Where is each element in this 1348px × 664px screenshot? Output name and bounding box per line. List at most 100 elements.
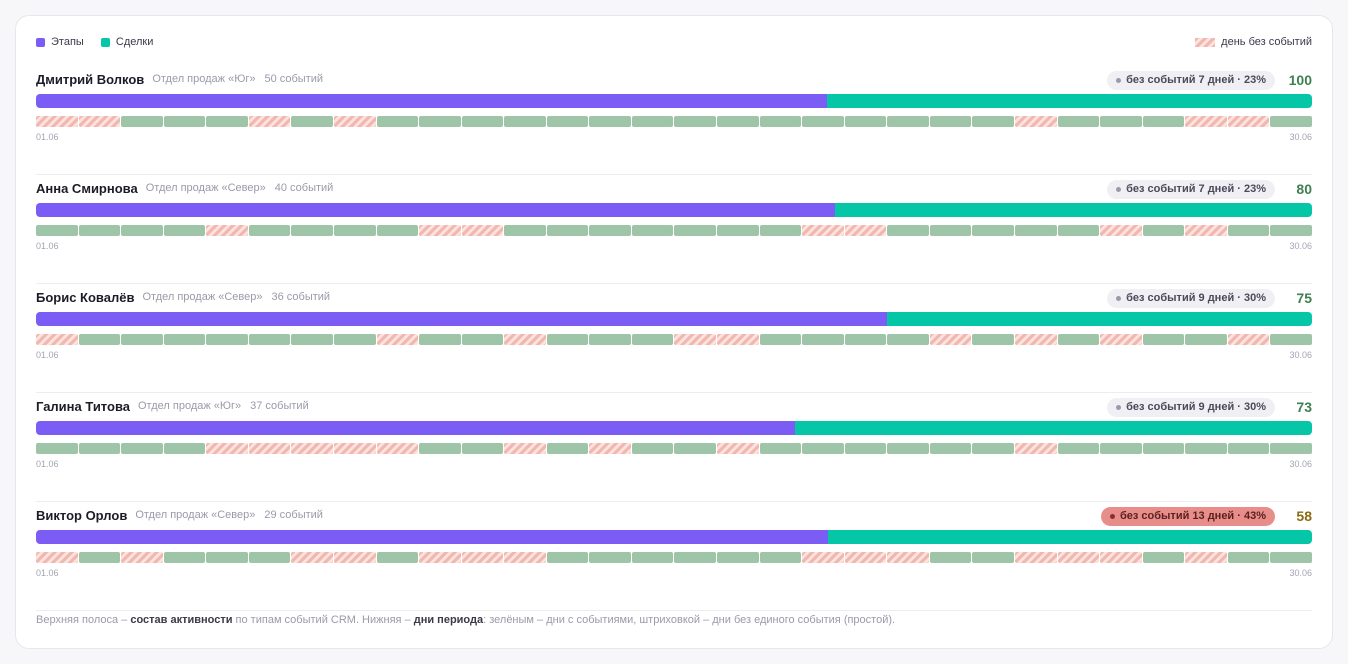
day-cell-active[interactable]	[759, 116, 802, 127]
day-cell-active[interactable]	[844, 116, 887, 127]
day-cell-active[interactable]	[376, 552, 419, 563]
day-cell-active[interactable]	[419, 334, 461, 345]
day-cell-active[interactable]	[291, 225, 333, 236]
day-cell-active[interactable]	[972, 443, 1014, 454]
day-cell-idle[interactable]	[1185, 552, 1227, 563]
day-cell-active[interactable]	[972, 334, 1014, 345]
day-cell-idle[interactable]	[844, 225, 887, 236]
day-cell-active[interactable]	[759, 443, 802, 454]
day-cell-active[interactable]	[1142, 443, 1185, 454]
day-cell-idle[interactable]	[1100, 552, 1142, 563]
day-cell-active[interactable]	[1227, 225, 1270, 236]
day-cell-active[interactable]	[887, 334, 929, 345]
day-cell-active[interactable]	[206, 334, 248, 345]
day-cell-idle[interactable]	[333, 116, 376, 127]
day-cell-active[interactable]	[461, 116, 504, 127]
day-cell-active[interactable]	[504, 225, 546, 236]
day-cell-idle[interactable]	[887, 552, 929, 563]
day-cell-active[interactable]	[1057, 443, 1100, 454]
day-cell-idle[interactable]	[844, 552, 887, 563]
employee-row[interactable]: Виктор Орлов Отдел продаж «Север» 29 соб…	[36, 502, 1312, 611]
day-cell-active[interactable]	[1185, 334, 1227, 345]
day-cell-active[interactable]	[589, 552, 631, 563]
day-cell-idle[interactable]	[1227, 334, 1270, 345]
day-cell-active[interactable]	[717, 225, 759, 236]
day-cell-idle[interactable]	[333, 552, 376, 563]
day-cell-active[interactable]	[333, 334, 376, 345]
day-cell-idle[interactable]	[376, 334, 419, 345]
day-cell-active[interactable]	[1270, 443, 1312, 454]
day-cell-active[interactable]	[333, 225, 376, 236]
day-cell-idle[interactable]	[376, 443, 419, 454]
day-cell-active[interactable]	[206, 116, 248, 127]
day-cell-active[interactable]	[1057, 225, 1100, 236]
day-cell-active[interactable]	[631, 116, 674, 127]
day-cell-active[interactable]	[887, 116, 929, 127]
day-cell-active[interactable]	[1185, 443, 1227, 454]
day-cell-active[interactable]	[376, 116, 419, 127]
day-cell-idle[interactable]	[206, 225, 248, 236]
day-cell-active[interactable]	[291, 116, 333, 127]
day-cell-idle[interactable]	[248, 443, 291, 454]
day-cell-active[interactable]	[589, 334, 631, 345]
day-cell-idle[interactable]	[36, 116, 78, 127]
day-cell-active[interactable]	[36, 443, 78, 454]
employee-row[interactable]: Галина Титова Отдел продаж «Юг» 37 событ…	[36, 393, 1312, 502]
employee-row[interactable]: Анна Смирнова Отдел продаж «Север» 40 со…	[36, 175, 1312, 284]
day-cell-active[interactable]	[546, 443, 589, 454]
day-cell-active[interactable]	[972, 225, 1014, 236]
day-cell-active[interactable]	[631, 443, 674, 454]
day-cell-active[interactable]	[121, 334, 163, 345]
day-cell-active[interactable]	[1270, 116, 1312, 127]
day-cell-active[interactable]	[419, 116, 461, 127]
day-cell-idle[interactable]	[248, 116, 291, 127]
day-cell-idle[interactable]	[1100, 334, 1142, 345]
day-cell-idle[interactable]	[36, 552, 78, 563]
day-cell-idle[interactable]	[461, 552, 504, 563]
day-cell-active[interactable]	[546, 552, 589, 563]
day-cell-idle[interactable]	[461, 225, 504, 236]
day-cell-idle[interactable]	[1057, 552, 1100, 563]
day-cell-idle[interactable]	[674, 334, 716, 345]
day-cell-active[interactable]	[674, 116, 716, 127]
day-cell-idle[interactable]	[929, 334, 972, 345]
day-cell-active[interactable]	[461, 443, 504, 454]
day-cell-active[interactable]	[929, 116, 972, 127]
day-cell-idle[interactable]	[1014, 443, 1057, 454]
day-cell-active[interactable]	[248, 552, 291, 563]
day-cell-active[interactable]	[78, 443, 121, 454]
day-cell-idle[interactable]	[802, 225, 844, 236]
day-cell-active[interactable]	[546, 225, 589, 236]
day-cell-idle[interactable]	[291, 552, 333, 563]
day-cell-active[interactable]	[78, 334, 121, 345]
day-cell-active[interactable]	[121, 225, 163, 236]
day-cell-active[interactable]	[1100, 116, 1142, 127]
day-cell-active[interactable]	[78, 552, 121, 563]
day-cell-active[interactable]	[1227, 552, 1270, 563]
day-cell-active[interactable]	[674, 225, 716, 236]
day-cell-active[interactable]	[1270, 334, 1312, 345]
day-cell-active[interactable]	[36, 225, 78, 236]
day-cell-active[interactable]	[759, 334, 802, 345]
employee-name[interactable]: Галина Титова	[36, 398, 130, 414]
day-cell-idle[interactable]	[1185, 116, 1227, 127]
day-cell-active[interactable]	[1057, 116, 1100, 127]
day-cell-idle[interactable]	[717, 334, 759, 345]
day-cell-active[interactable]	[759, 225, 802, 236]
day-cell-idle[interactable]	[1185, 225, 1227, 236]
day-cell-active[interactable]	[887, 225, 929, 236]
day-cell-active[interactable]	[589, 225, 631, 236]
day-cell-active[interactable]	[206, 552, 248, 563]
day-cell-active[interactable]	[248, 334, 291, 345]
day-cell-idle[interactable]	[504, 443, 546, 454]
day-cell-active[interactable]	[802, 443, 844, 454]
day-cell-active[interactable]	[929, 225, 972, 236]
day-cell-active[interactable]	[1227, 443, 1270, 454]
day-cell-idle[interactable]	[419, 552, 461, 563]
day-cell-idle[interactable]	[36, 334, 78, 345]
day-cell-active[interactable]	[1142, 225, 1185, 236]
day-cell-active[interactable]	[1057, 334, 1100, 345]
day-cell-active[interactable]	[163, 334, 206, 345]
day-cell-active[interactable]	[504, 116, 546, 127]
day-cell-active[interactable]	[972, 116, 1014, 127]
